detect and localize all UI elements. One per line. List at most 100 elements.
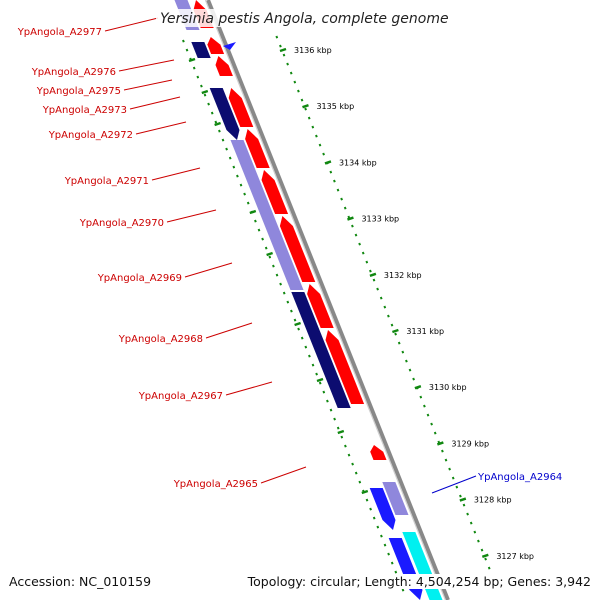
ruler-dot bbox=[279, 282, 282, 286]
ruler-dot bbox=[315, 134, 318, 138]
ruler-dot bbox=[329, 408, 333, 412]
ruler-tick-mark bbox=[214, 121, 221, 127]
ruler-dot bbox=[326, 399, 329, 403]
ruler-dot bbox=[275, 273, 279, 277]
ruler-kbp-label: 3127 kbp bbox=[496, 552, 534, 561]
ruler-dot bbox=[343, 206, 347, 210]
ruler-dot bbox=[459, 494, 462, 498]
ruler-dot bbox=[300, 336, 304, 340]
ruler-dot bbox=[286, 300, 290, 304]
gene-label-leader bbox=[135, 121, 187, 135]
ruler-dot bbox=[264, 246, 268, 250]
ruler-dot bbox=[282, 53, 286, 57]
ruler-dot bbox=[257, 228, 261, 232]
ruler-dot bbox=[473, 530, 477, 534]
ruler-tick-mark bbox=[361, 489, 369, 495]
gene-label: YpAngola_A2970 bbox=[79, 218, 164, 229]
ruler-dot bbox=[390, 561, 394, 565]
ruler-dot bbox=[322, 152, 325, 156]
ruler-dot bbox=[394, 332, 397, 336]
ruler-dot bbox=[340, 197, 343, 201]
ruler-kbp-label: 3135 kbp bbox=[316, 102, 354, 111]
ruler-dot bbox=[387, 314, 390, 318]
ruler-dot bbox=[254, 219, 257, 223]
gene-label-leader bbox=[225, 381, 273, 396]
ruler-dot bbox=[308, 354, 311, 358]
ruler-dot bbox=[477, 539, 480, 543]
ruler-dot bbox=[469, 521, 473, 525]
ruler-dot bbox=[200, 84, 203, 88]
ruler-dot bbox=[304, 107, 307, 111]
ruler-kbp-label: 3129 kbp bbox=[451, 439, 489, 448]
ruler-dot bbox=[376, 525, 380, 529]
ruler-dot bbox=[344, 444, 347, 448]
ruler-dot bbox=[282, 291, 286, 295]
ruler-dot bbox=[322, 390, 326, 394]
forward-cds-block bbox=[245, 129, 270, 168]
reverse-cds-block bbox=[230, 140, 304, 290]
ruler-dot bbox=[236, 174, 239, 178]
ruler-dot bbox=[372, 516, 376, 520]
ruler-dot bbox=[185, 48, 189, 52]
accession-text: Accession: NC_010159 bbox=[8, 574, 153, 589]
ruler-dot bbox=[243, 192, 246, 196]
ruler-dot bbox=[412, 377, 415, 381]
ruler-tick-mark bbox=[294, 321, 301, 327]
ruler-dot bbox=[336, 426, 340, 430]
ruler-dot bbox=[279, 44, 282, 48]
ruler-kbp-label: 3132 kbp bbox=[384, 271, 422, 280]
ruler-dot bbox=[182, 39, 185, 43]
ruler-kbp-label: 3133 kbp bbox=[361, 215, 399, 224]
ruler-tick-mark bbox=[188, 57, 196, 63]
gene-label: YpAngola_A2964 bbox=[477, 472, 562, 483]
ruler-dot bbox=[354, 471, 358, 475]
gene-label: YpAngola_A2968 bbox=[118, 334, 203, 345]
ruler-dot bbox=[419, 395, 423, 399]
forward-cds-block bbox=[261, 170, 289, 214]
gene-label: YpAngola_A2971 bbox=[64, 176, 149, 187]
ruler-tick-mark bbox=[337, 429, 345, 435]
ruler-dot bbox=[480, 548, 484, 552]
ruler-dot bbox=[376, 287, 379, 291]
gene-label-leader bbox=[184, 262, 233, 278]
forward-cds-block bbox=[228, 88, 254, 127]
ruler-tick-mark bbox=[249, 209, 257, 215]
ruler-dot bbox=[405, 359, 408, 363]
ruler-tick-mark bbox=[324, 160, 332, 165]
ruler-dot bbox=[358, 242, 361, 246]
genome-summary-text: Topology: circular; Length: 4,504,254 bp… bbox=[246, 574, 592, 589]
reverse-cds-block bbox=[291, 292, 322, 334]
ruler-dot bbox=[297, 89, 300, 93]
gene-label: YpAngola_A2969 bbox=[97, 273, 182, 284]
ruler-tick-mark bbox=[279, 47, 287, 53]
ruler-dot bbox=[369, 269, 372, 273]
ruler-dot bbox=[203, 93, 207, 97]
reverse-cds-block bbox=[191, 42, 211, 58]
forward-cds-block bbox=[307, 284, 334, 328]
forward-cds-block bbox=[325, 330, 365, 404]
ruler-dot bbox=[289, 71, 293, 75]
ruler-dot bbox=[484, 557, 487, 561]
ruler-kbp-label: 3130 kbp bbox=[429, 383, 467, 392]
ruler-dot bbox=[401, 350, 405, 354]
ruler-dot bbox=[246, 201, 250, 205]
ruler-tick-mark bbox=[369, 272, 377, 277]
gene-label-leader bbox=[123, 79, 173, 91]
ruler-dot bbox=[311, 125, 315, 129]
small-feature-icon bbox=[223, 42, 236, 50]
gene-label: YpAngola_A2972 bbox=[48, 130, 133, 141]
ruler-dot bbox=[232, 165, 236, 169]
backbone-line bbox=[206, 0, 450, 600]
ruler-tick-mark bbox=[481, 553, 489, 558]
ruler-dot bbox=[307, 116, 311, 120]
ruler-dot bbox=[192, 66, 196, 70]
reverse-cds-block bbox=[382, 482, 409, 515]
ruler-dot bbox=[221, 138, 225, 142]
ruler-dot bbox=[369, 507, 372, 511]
ruler-dot bbox=[290, 309, 293, 313]
ruler-dot bbox=[268, 255, 272, 259]
ruler-dot bbox=[358, 480, 362, 484]
ruler-dot bbox=[351, 224, 354, 228]
ruler-dot bbox=[293, 80, 297, 84]
ruler-dot bbox=[487, 566, 491, 570]
